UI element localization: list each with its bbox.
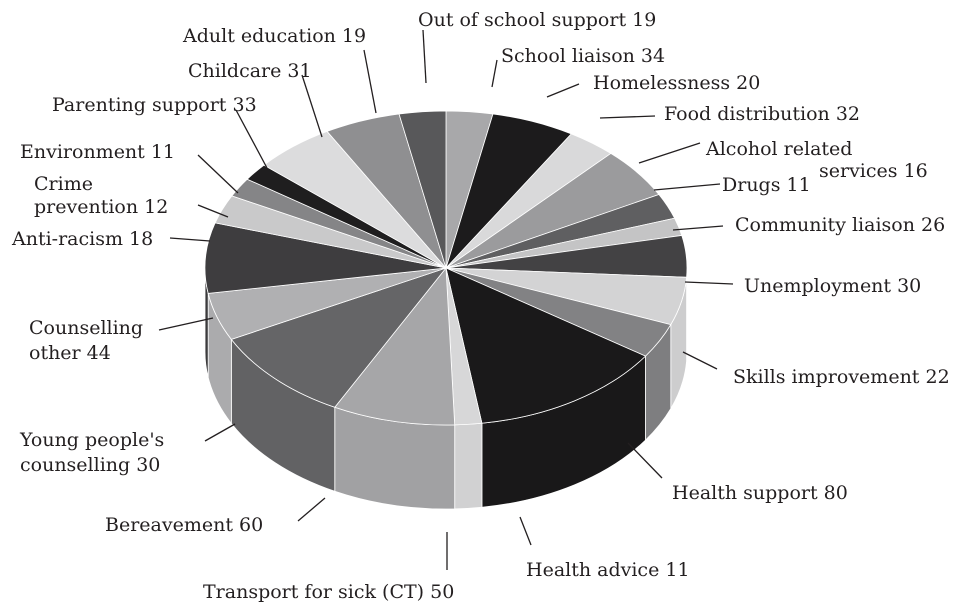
slice-label-bereavement: Bereavement 60 (105, 514, 263, 536)
leader-line-drugs (653, 183, 721, 191)
slice-label-young-people-s-counselling-line-1: Young people's (19, 429, 164, 451)
slice-label-health-support: Health support 80 (672, 482, 848, 504)
pie-top-slices (204, 110, 688, 426)
leader-line-unemployment (684, 281, 734, 285)
slice-label-school-liaison: School liaison 34 (501, 45, 665, 67)
slice-label-community-liaison: Community liaison 26 (735, 214, 945, 236)
leader-line-bereavement (297, 497, 326, 522)
pie-side-walls (204, 267, 688, 510)
slice-label-childcare: Childcare 31 (188, 60, 312, 82)
leader-line-young-people-s-counselling (204, 423, 236, 442)
leader-line-parenting-support (235, 109, 268, 169)
slice-label-crime-prevention-line-2: prevention 12 (34, 196, 168, 218)
pie-slice-transport-for-sick-ct (334, 266, 456, 426)
leader-line-food-distribution (599, 115, 656, 119)
leader-line-homelessness (546, 83, 580, 98)
slice-label-adult-education: Adult education 19 (182, 25, 366, 47)
leader-line-adult-education (363, 49, 377, 114)
pie-slice-bereavement (230, 267, 448, 408)
leader-line-alcohol-related-services (638, 142, 701, 164)
leader-line-environment (197, 154, 239, 194)
slice-label-alcohol-related-services-line-1: Alcohol related (705, 138, 852, 160)
slice-label-counselling-other-line-1: Counselling (29, 317, 143, 339)
slice-label-unemployment: Unemployment 30 (744, 275, 921, 297)
leader-line-skills-improvement (682, 351, 718, 370)
slice-label-out-of-school-support: Out of school support 19 (418, 9, 656, 31)
pie-slice-adult-education (398, 110, 447, 269)
leader-line-crime-prevention (197, 204, 229, 218)
slice-label-environment: Environment 11 (20, 141, 175, 163)
pie-slice-health-support (445, 267, 647, 424)
slice-label-drugs: Drugs 11 (722, 174, 811, 196)
leader-line-childcare (301, 74, 323, 138)
slice-label-crime-prevention-line-1: Crime (34, 173, 93, 195)
slice-label-counselling-other-line-2: other 44 (29, 342, 111, 364)
slice-labels: Out of school support 19 School liaison 3… (11, 9, 950, 603)
slice-label-parenting-support: Parenting support 33 (52, 94, 257, 116)
leader-line-anti-racism (169, 237, 211, 242)
leader-line-out-of-school-support (422, 29, 427, 84)
slice-label-skills-improvement: Skills improvement 22 (733, 366, 950, 388)
leader-line-health-support (627, 442, 663, 479)
slice-label-health-advice: Health advice 11 (526, 559, 690, 581)
slice-label-anti-racism: Anti-racism 18 (11, 228, 153, 250)
leader-line-health-advice (519, 516, 532, 546)
slice-label-alcohol-related-services-line-2: services 16 (819, 160, 928, 182)
leader-line-counselling-other (158, 317, 214, 331)
slice-label-transport-for-sick-ct: Transport for sick (CT) 50 (203, 581, 454, 603)
leader-line-community-liaison (672, 225, 724, 231)
slice-label-homelessness: Homelessness 20 (593, 72, 760, 94)
leader-line-school-liaison (491, 59, 498, 88)
pie-side-health-advice (454, 422, 483, 510)
leader-lines (158, 29, 734, 570)
slice-label-food-distribution: Food distribution 32 (664, 103, 860, 125)
slice-label-young-people-s-counselling-line-2: counselling 30 (20, 454, 160, 476)
pie-slice-counselling-other (204, 222, 447, 294)
